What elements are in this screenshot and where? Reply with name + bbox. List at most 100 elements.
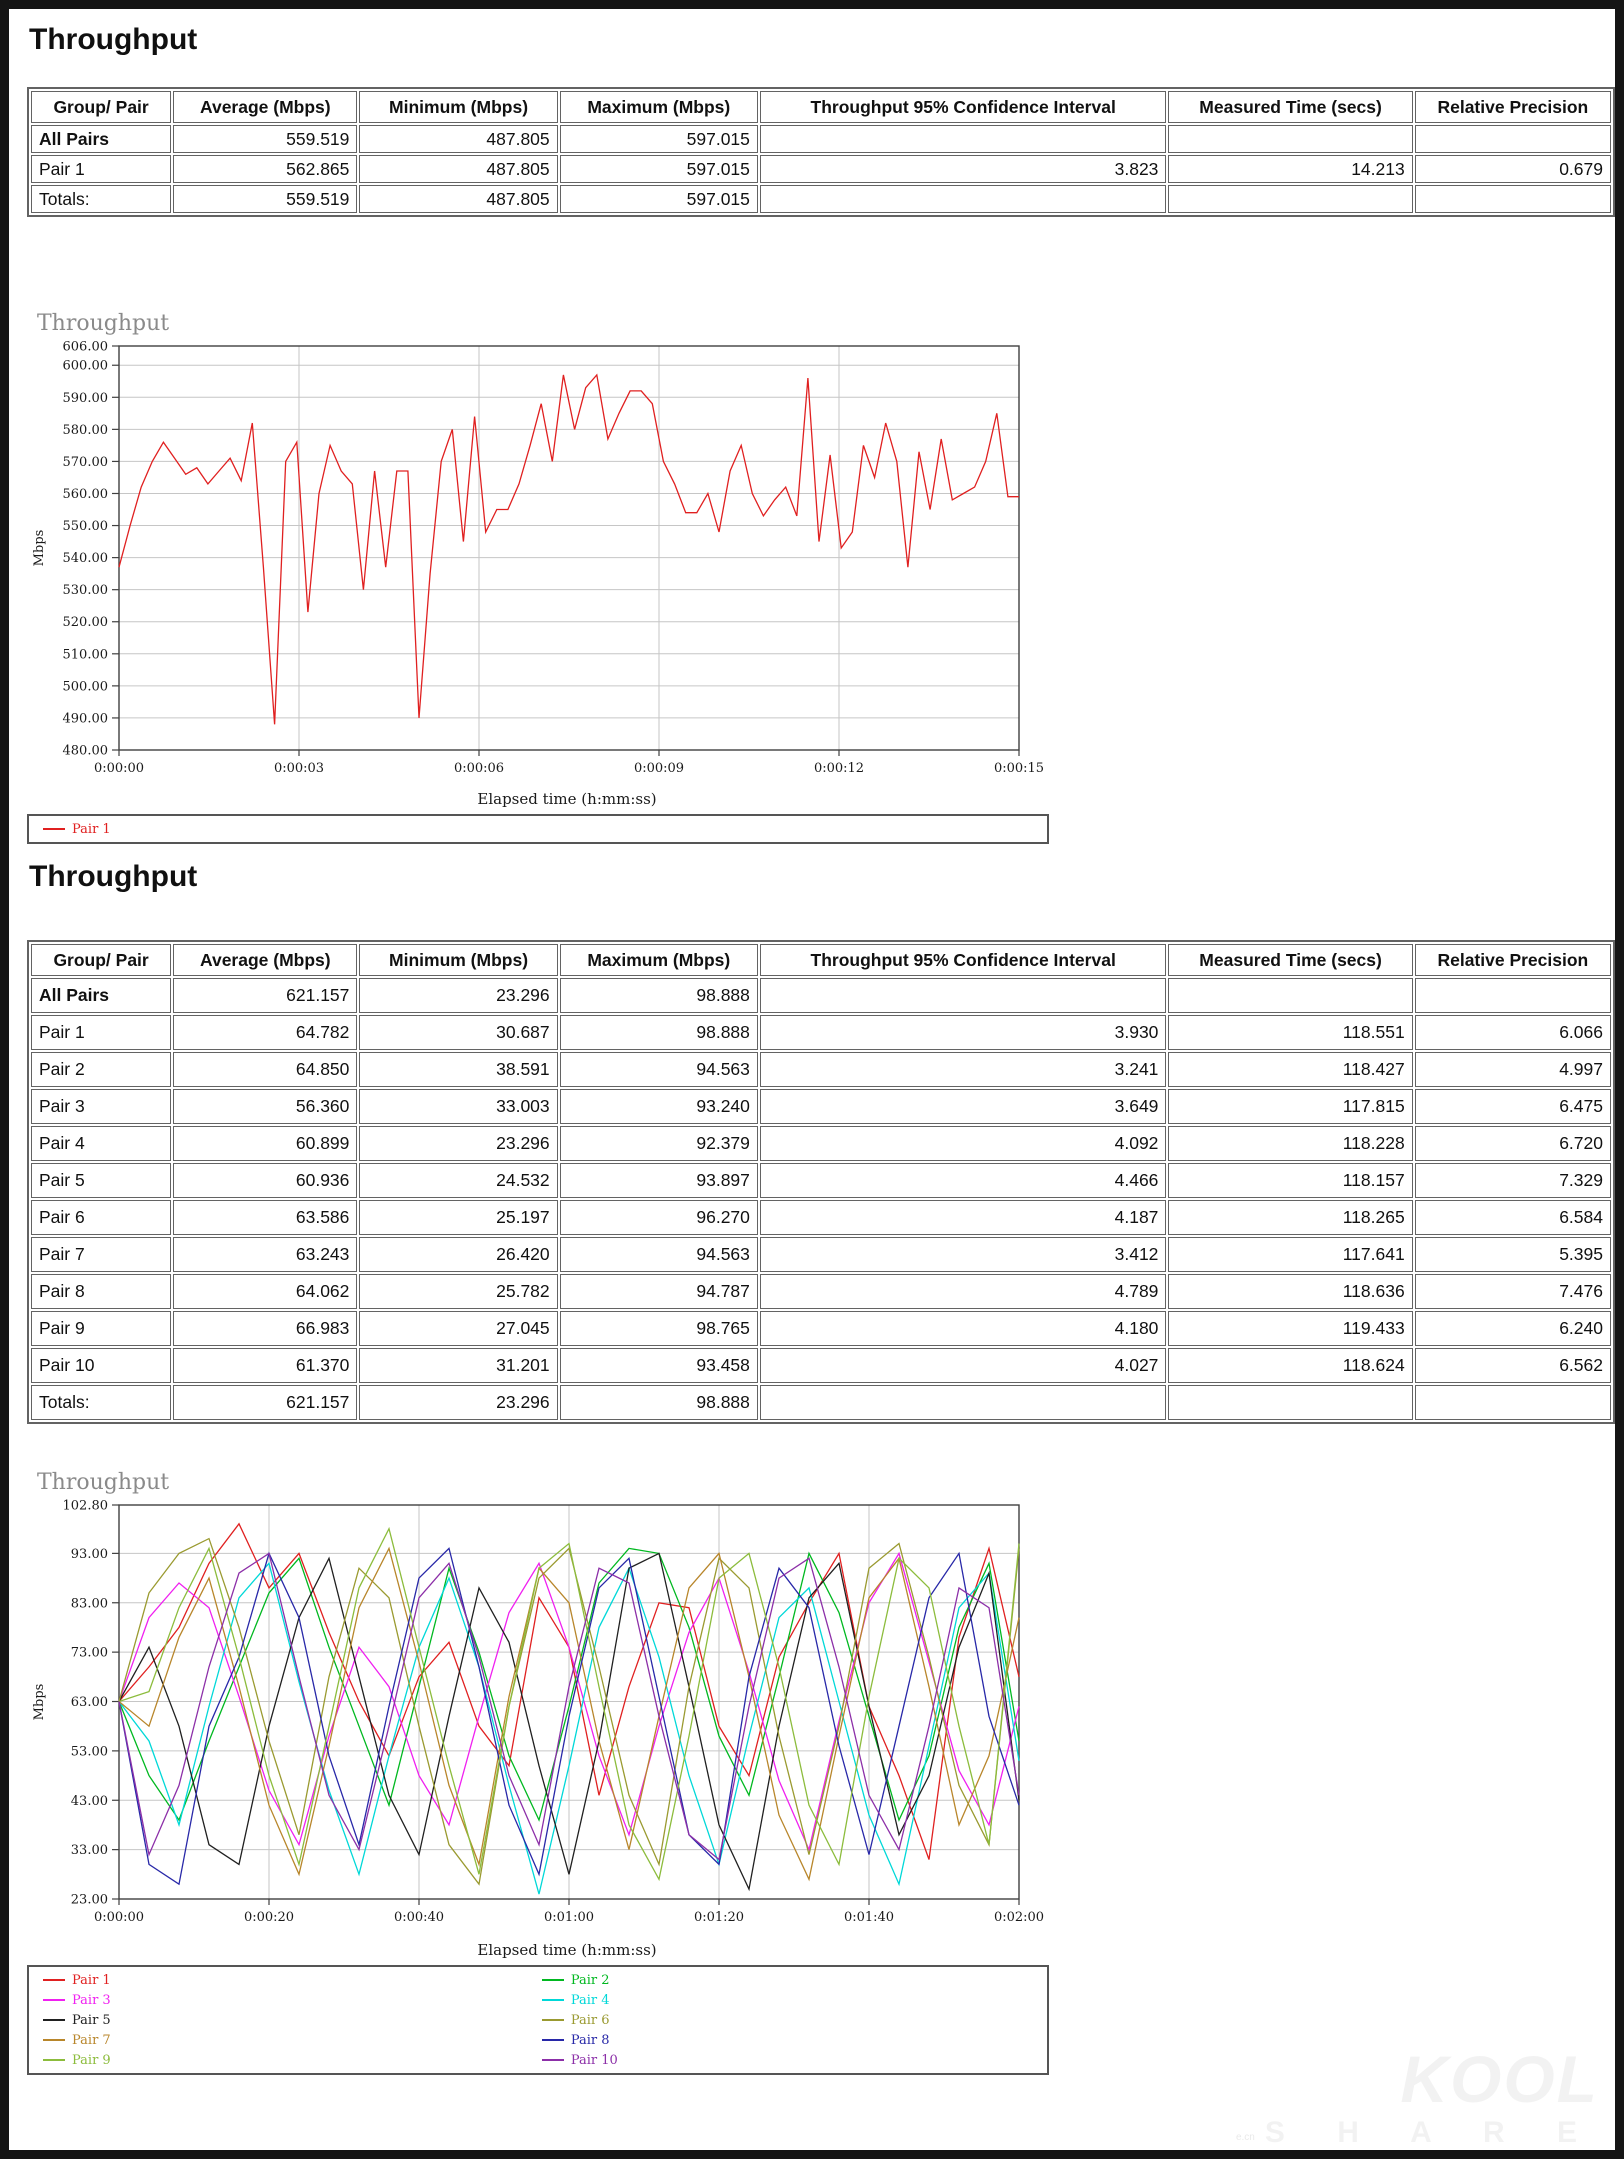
y-tick-label: 490.00 <box>63 711 109 726</box>
value-cell: 7.329 <box>1414 1163 1611 1198</box>
y-tick-label: 500.00 <box>63 679 109 694</box>
row-label: All Pairs <box>31 125 172 153</box>
table-row: Pair 9 66.983 27.045 98.765 4.180 119.433 6.24… <box>31 1311 1611 1346</box>
value-cell: 117.815 <box>1168 1089 1413 1124</box>
legend-dash-icon <box>43 828 65 830</box>
y-tick-label: 550.00 <box>63 519 109 534</box>
throughput-plot-2: 102.80 93.00 83.00 73.00 63.00 53.00 43.00 33.0… <box>32 1499 1044 1925</box>
value-cell: 27.045 <box>359 1311 558 1346</box>
value-cell <box>1414 125 1611 153</box>
column-header: Group/ Pair <box>31 944 172 976</box>
series-line-pair-7 <box>118 1546 1020 1882</box>
value-cell <box>759 125 1167 153</box>
legend-dash-icon <box>43 2019 65 2021</box>
legend-entry: Pair 1 <box>29 1970 528 1990</box>
x-tick-label: 0:00:09 <box>634 761 684 776</box>
legend-dash-icon <box>43 1999 65 2001</box>
row-label: Pair 7 <box>31 1237 172 1272</box>
value-cell: 3.241 <box>759 1052 1167 1087</box>
legend-label: Pair 10 <box>570 2052 618 2068</box>
column-header: Maximum (Mbps) <box>559 91 758 123</box>
value-cell: 5.395 <box>1414 1237 1611 1272</box>
y-tick-label: 93.00 <box>71 1547 108 1562</box>
value-cell: 597.015 <box>559 125 758 153</box>
x-tick-label: 0:00:00 <box>94 761 144 776</box>
legend-entry: Pair 7 <box>29 2030 528 2050</box>
legend-dash-icon <box>541 2059 564 2061</box>
value-cell: 98.888 <box>559 1015 758 1050</box>
value-cell: 119.433 <box>1168 1311 1413 1346</box>
legend-entry: Pair 9 <box>29 2050 528 2070</box>
x-tick-label: 0:00:06 <box>454 761 504 776</box>
value-cell <box>1168 185 1413 213</box>
table-row: Pair 5 60.936 24.532 93.897 4.466 118.157 7.32… <box>31 1163 1611 1198</box>
x-tick-label: 0:00:40 <box>394 1910 444 1925</box>
value-cell <box>759 978 1167 1013</box>
value-cell: 61.370 <box>173 1348 358 1383</box>
value-cell: 7.476 <box>1414 1274 1611 1309</box>
value-cell: 562.865 <box>173 155 358 183</box>
row-label: Pair 1 <box>31 155 172 183</box>
series-line-pair-9 <box>118 1526 1020 1882</box>
y-tick-label: 570.00 <box>63 455 109 470</box>
value-cell: 98.765 <box>559 1311 758 1346</box>
value-cell: 4.092 <box>759 1126 1167 1161</box>
value-cell: 4.180 <box>759 1311 1167 1346</box>
value-cell: 621.157 <box>173 1385 358 1420</box>
legend-dash-icon <box>43 1979 65 1981</box>
column-header: Average (Mbps) <box>173 91 358 123</box>
value-cell: 4.997 <box>1414 1052 1611 1087</box>
value-cell: 4.187 <box>759 1200 1167 1235</box>
legend-label: Pair 7 <box>72 2032 111 2048</box>
throughput-plot-1: 606.00 600.00 590.00 580.00 570.00 560.00 550.… <box>32 340 1044 776</box>
value-cell: 56.360 <box>173 1089 358 1124</box>
koolshare-watermark: KOOL e.cn S H A R E <box>1236 2046 1599 2148</box>
row-label: Pair 8 <box>31 1274 172 1309</box>
section-title-throughput-2: Throughput <box>29 860 198 893</box>
legend-entry: Pair 1 <box>29 819 528 839</box>
summary-table-2: Group/ Pair Average (Mbps) Minimum (Mbps) M… <box>27 940 1615 1424</box>
row-label: All Pairs <box>31 978 172 1013</box>
column-header: Average (Mbps) <box>173 944 358 976</box>
value-cell <box>1168 1385 1413 1420</box>
legend-label: Pair 8 <box>570 2032 610 2048</box>
value-cell: 6.475 <box>1414 1089 1611 1124</box>
value-cell: 118.636 <box>1168 1274 1413 1309</box>
y-tick-label: 606.00 <box>63 340 109 355</box>
legend-column: Pair 1 Pair 3 Pair 5 Pair 7 Pair 9 <box>29 1970 528 2070</box>
y-tick-label: 600.00 <box>63 359 109 374</box>
value-cell: 118.624 <box>1168 1348 1413 1383</box>
legend-column: Pair 1 <box>29 819 528 839</box>
column-header: Measured Time (secs) <box>1168 91 1413 123</box>
value-cell: 6.562 <box>1414 1348 1611 1383</box>
legend-dash-icon <box>43 2039 65 2041</box>
x-tick-label: 0:01:00 <box>544 1910 594 1925</box>
watermark-kool-text: KOOL <box>1400 2042 1599 2116</box>
value-cell: 6.240 <box>1414 1311 1611 1346</box>
column-header: Measured Time (secs) <box>1168 944 1413 976</box>
column-header: Minimum (Mbps) <box>359 91 558 123</box>
value-cell: 33.003 <box>359 1089 558 1124</box>
section-title-throughput-1: Throughput <box>29 23 198 56</box>
legend-entry: Pair 2 <box>528 1970 1027 1990</box>
value-cell: 60.899 <box>173 1126 358 1161</box>
value-cell: 4.789 <box>759 1274 1167 1309</box>
value-cell <box>1414 978 1611 1013</box>
value-cell: 63.586 <box>173 1200 358 1235</box>
value-cell: 64.850 <box>173 1052 358 1087</box>
legend-entry: Pair 5 <box>29 2010 528 2030</box>
row-label: Totals: <box>31 1385 172 1420</box>
x-tick-label: 0:00:00 <box>94 1910 144 1925</box>
column-header: Group/ Pair <box>31 91 172 123</box>
y-tick-label: 480.00 <box>63 744 109 759</box>
series-line-pair-6 <box>118 1537 1020 1886</box>
y-tick-label: 63.00 <box>71 1695 108 1710</box>
y-tick-label: 102.80 <box>63 1499 109 1514</box>
value-cell: 94.563 <box>559 1237 758 1272</box>
column-header: Relative Precision <box>1414 91 1611 123</box>
y-tick-label: 530.00 <box>63 583 109 598</box>
series-line-pair-10 <box>118 1552 1020 1861</box>
series-line-pair-4 <box>118 1561 1020 1895</box>
table-row: Pair 10 61.370 31.201 93.458 4.027 118.624 6.5… <box>31 1348 1611 1383</box>
value-cell: 118.157 <box>1168 1163 1413 1198</box>
